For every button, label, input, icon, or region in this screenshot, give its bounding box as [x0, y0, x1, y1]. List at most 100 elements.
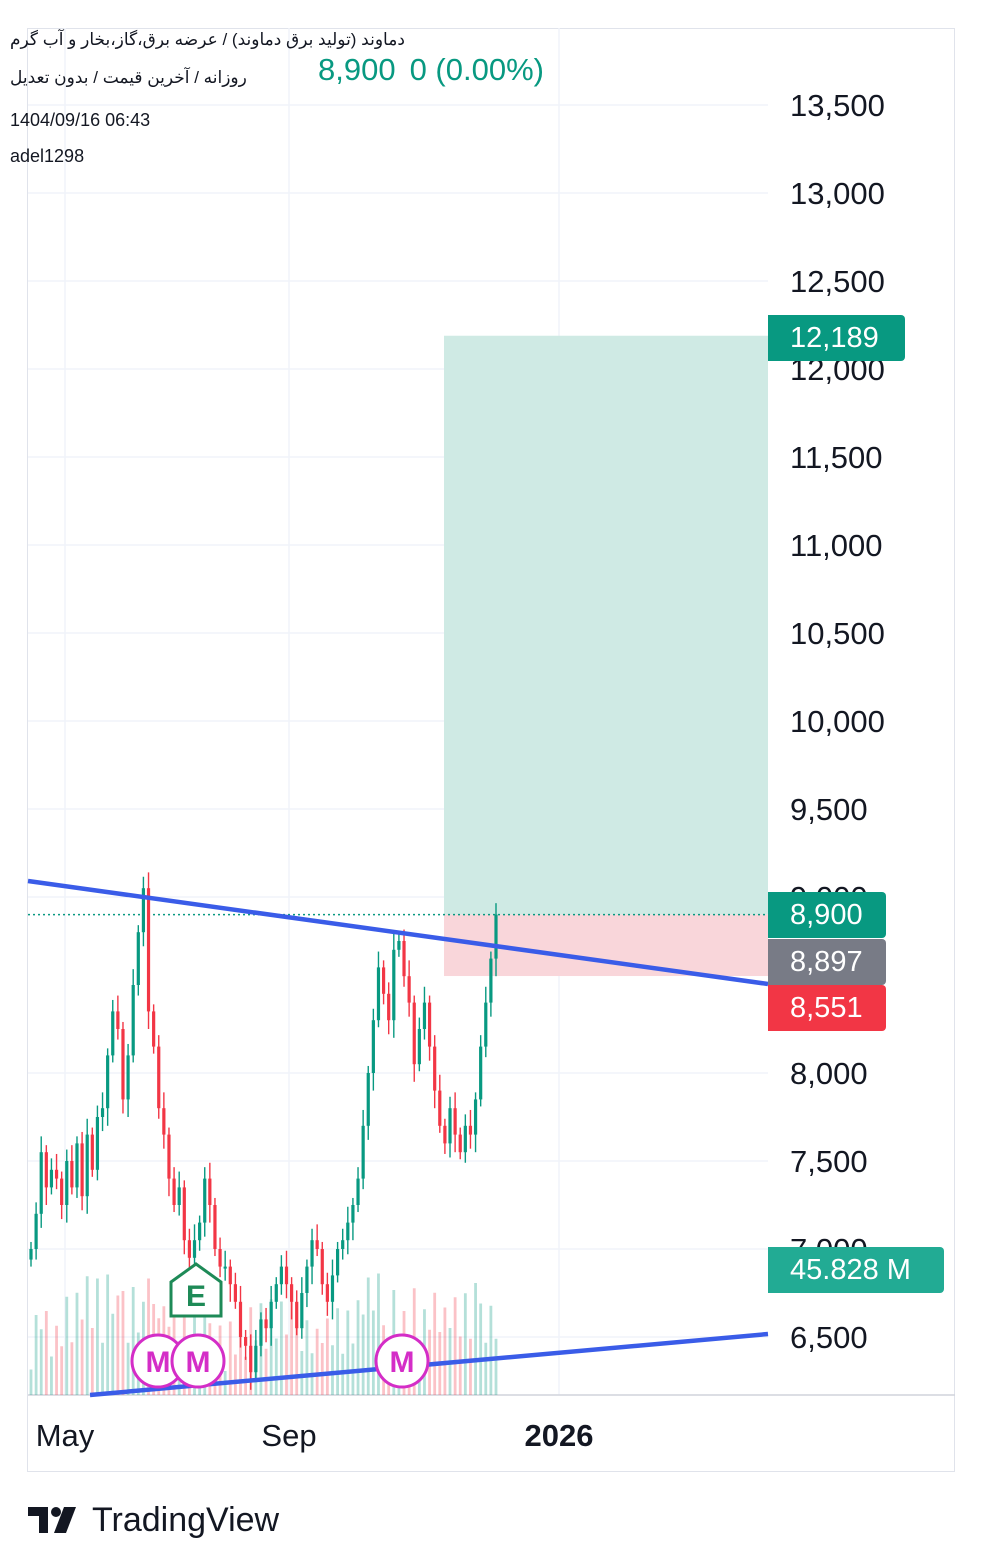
candle-body [315, 1240, 319, 1249]
candle-body [218, 1249, 222, 1267]
earnings-marker [169, 1262, 223, 1318]
price-axis[interactable]: 13,50013,00012,50012,00011,50011,00010,5… [790, 88, 885, 1355]
volume-bar [331, 1345, 334, 1395]
volume-bar [111, 1313, 115, 1395]
candle-body [422, 1002, 427, 1029]
volume-bar [479, 1303, 483, 1395]
volume-bar [131, 1287, 135, 1395]
volume-bar [315, 1328, 319, 1395]
volume-bar [106, 1274, 110, 1395]
volume-bar [239, 1305, 242, 1395]
volume-bar [489, 1305, 493, 1395]
candle-body [162, 1108, 166, 1135]
candle-body [167, 1134, 171, 1179]
candle-body [106, 1055, 110, 1109]
price-tick-label: 13,500 [790, 88, 885, 123]
volume-bar [474, 1283, 477, 1395]
volume-bar [336, 1308, 339, 1395]
price-tick-label: 13,000 [790, 176, 885, 211]
last-price: 8,900 [318, 52, 396, 87]
meeting-marker-label: M [390, 1346, 415, 1379]
stop-price-badge: 8,551 [768, 985, 886, 1031]
earnings-marker-label: E [186, 1280, 206, 1313]
candle-body [192, 1240, 197, 1258]
meeting-marker-label: M [146, 1346, 171, 1379]
event-markers[interactable]: EM M M [130, 1262, 430, 1389]
time-tick-label: May [36, 1418, 95, 1453]
candle-body [65, 1161, 69, 1205]
candle-body [448, 1108, 452, 1144]
candle-body [356, 1178, 360, 1205]
candle-body [152, 1011, 156, 1047]
candle-body [223, 1266, 227, 1269]
candle-body [254, 1345, 258, 1373]
candle-body [269, 1301, 273, 1329]
candle-body [468, 1125, 473, 1135]
meeting-marker-label: M [186, 1346, 211, 1379]
candle-body [203, 1178, 207, 1223]
candle-body [473, 1099, 478, 1135]
candle-body [111, 1011, 115, 1056]
candle-body [70, 1161, 74, 1188]
candle-body [54, 1169, 59, 1179]
candle-body [233, 1284, 237, 1302]
upper-trendline [27, 878, 769, 987]
chart-frame [27, 28, 955, 1472]
candle-body [146, 888, 151, 1012]
target-price-badge: 12,189 [768, 315, 905, 361]
candle-body [438, 1090, 442, 1126]
candle-body [330, 1275, 335, 1302]
volume-bar [244, 1356, 248, 1395]
candle-body [44, 1152, 48, 1188]
volume-bar [285, 1334, 288, 1395]
volume-bar [34, 1315, 38, 1395]
candle-body [284, 1266, 289, 1285]
price-tick-label: 11,500 [790, 440, 883, 475]
candle-body [249, 1345, 253, 1373]
volume-bar [96, 1278, 99, 1395]
candle-body [351, 1205, 355, 1223]
time-axis[interactable]: May Sep 2026 [36, 1418, 594, 1453]
candle-body [136, 932, 140, 985]
candle-body [198, 1222, 202, 1241]
candle-body [433, 1046, 437, 1091]
candle-body [346, 1222, 350, 1241]
candle-body [182, 1187, 186, 1241]
tradingview-logo[interactable]: TradingView [28, 1500, 279, 1540]
volume-bar [300, 1351, 304, 1395]
price-tick-label: 12,500 [790, 264, 885, 299]
volume-bar [228, 1321, 232, 1395]
author-name: adel1298 [10, 146, 85, 166]
price-tick-label: 7,500 [790, 1144, 868, 1179]
candle-body [417, 1029, 421, 1065]
volume-bar [484, 1342, 488, 1395]
volume-bar [346, 1310, 350, 1395]
candle-body [213, 1205, 217, 1249]
chart-subtitle: روزانه / آخرین قیمت / بدون تعدیل [10, 68, 247, 87]
volume-bar [44, 1311, 48, 1395]
volume-bar [55, 1325, 58, 1395]
volume-bar [60, 1346, 64, 1395]
candle-body [427, 1002, 432, 1047]
candle-body [341, 1240, 345, 1249]
candle-body [484, 1002, 488, 1047]
candle-body [376, 967, 381, 1021]
candle-body [494, 914, 498, 959]
candle-body [371, 1020, 375, 1073]
candle-body [131, 985, 135, 1056]
candle-body [453, 1108, 457, 1135]
price-tick-label: 11,000 [790, 528, 883, 563]
candle-body [443, 1125, 447, 1144]
candle-body [407, 976, 411, 1003]
candle-body [208, 1178, 212, 1205]
candle-body [75, 1143, 79, 1188]
volume-bar [463, 1293, 467, 1395]
volume-bar [85, 1276, 89, 1395]
candle-body [95, 1117, 100, 1170]
meeting-marker [170, 1333, 226, 1389]
candle-body [126, 1055, 130, 1100]
volume-bar [325, 1318, 329, 1395]
candle-body [335, 1249, 340, 1276]
candle-body [60, 1178, 64, 1205]
